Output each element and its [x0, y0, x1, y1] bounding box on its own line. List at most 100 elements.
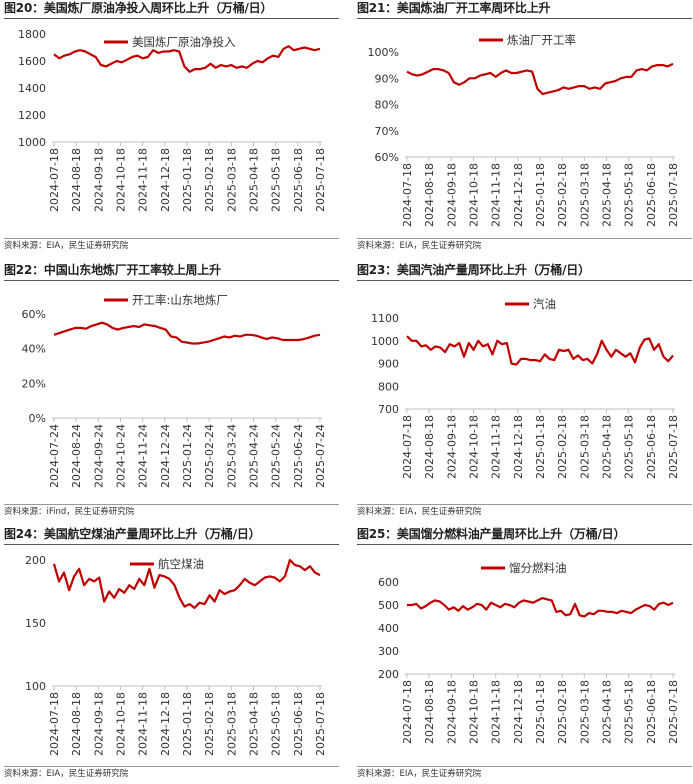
x-tick-label: 2025-07-18 — [667, 163, 680, 227]
x-tick-label: 2024-12-24 — [159, 424, 172, 488]
line-chart: 0% 20% 40% 60% 2024-07-24 2024-08-24 2024-09-2… — [22, 293, 327, 488]
x-tick-label: 2024-08-24 — [70, 424, 83, 488]
legend-label: 开工率:山东地炼厂 — [132, 293, 228, 307]
x-tick-label: 2025-06-18 — [645, 415, 658, 479]
x-tick-label: 2024-10-18 — [468, 415, 481, 479]
x-tick-label: 2025-01-18 — [181, 692, 194, 756]
x-tick-label: 2024-10-18 — [115, 692, 128, 756]
x-tick-label: 2024-11-18 — [490, 163, 503, 227]
x-tick-label: 2024-09-24 — [92, 424, 105, 488]
x-tick-label: 2025-06-18 — [292, 148, 305, 212]
y-tick-label: 500 — [378, 599, 399, 612]
x-tick-label: 2024-12-18 — [159, 692, 172, 756]
chart-title: 图21：美国炼油厂开工率周环比上升 — [357, 0, 692, 19]
chart-title: 图22：中国山东地炼厂开工率较上周上升 — [4, 262, 339, 281]
y-tick-label: 600 — [378, 576, 399, 589]
x-tick-label: 2025-01-18 — [534, 415, 547, 479]
x-tick-label: 2024-09-18 — [445, 415, 458, 479]
legend-label: 炼油厂开工率 — [507, 33, 576, 47]
x-tick-label: 2024-10-18 — [115, 148, 128, 212]
y-tick-label: 400 — [378, 622, 399, 635]
x-tick-label: 2025-01-18 — [534, 163, 547, 227]
y-tick-label: 200 — [25, 554, 46, 567]
chart-panel-crude-input: 图20：美国炼厂原油净投入周环比上升（万桶/日） 1000 1200 1400 160… — [4, 0, 341, 262]
y-tick-label: 150 — [25, 617, 46, 630]
y-tick-label: 1200 — [18, 109, 46, 122]
x-tick-label: 2025-02-18 — [203, 692, 216, 756]
x-tick-label: 2025-02-18 — [556, 163, 569, 227]
x-tick-label: 2024-09-18 — [445, 680, 458, 744]
x-tick-label: 2024-08-18 — [70, 692, 83, 756]
series-line — [52, 558, 321, 610]
line-chart: 60% 70% 80% 90% 100% 2024-07-18 2024-08-18 2024… — [368, 33, 680, 227]
x-tick-label: 2024-12-18 — [159, 148, 172, 212]
x-tick-label: 2024-07-18 — [401, 680, 414, 744]
y-tick-label: 1400 — [18, 82, 46, 95]
y-tick-label: 90% — [375, 72, 399, 85]
x-tick-label: 2025-01-18 — [534, 680, 547, 744]
y-tick-label: 800 — [378, 380, 399, 393]
y-tick-label: 100 — [25, 680, 46, 693]
line-chart: 200 300 400 500 600 2024-07-18 2024-08-18 2024-… — [378, 561, 680, 744]
chart-panel-jet-fuel: 图24：美国航空煤油产量周环比上升（万桶/日） 100 150 200 2024-07… — [4, 526, 341, 784]
legend-label: 航空煤油 — [158, 557, 204, 571]
x-tick-label: 2025-02-18 — [203, 148, 216, 212]
x-tick-label: 2024-07-18 — [48, 692, 61, 756]
y-tick-label: 1000 — [371, 335, 399, 348]
x-tick-label: 2025-06-18 — [645, 163, 658, 227]
chart-title: 图20：美国炼厂原油净投入周环比上升（万桶/日） — [4, 0, 339, 19]
y-tick-label: 60% — [22, 308, 46, 321]
y-tick-label: 1100 — [371, 312, 399, 325]
y-tick-label: 60% — [375, 151, 399, 164]
x-tick-label: 2025-01-24 — [181, 424, 194, 488]
y-tick-label: 1800 — [18, 28, 46, 41]
x-tick-label: 2025-03-18 — [225, 692, 238, 756]
x-tick-label: 2025-05-18 — [623, 163, 636, 227]
x-tick-label: 2024-12-18 — [512, 163, 525, 227]
chart-title: 图24：美国航空煤油产量周环比上升（万桶/日） — [4, 526, 339, 545]
y-tick-label: 40% — [22, 343, 46, 356]
x-tick-label: 2025-07-18 — [314, 148, 327, 212]
line-chart: 100 150 200 2024-07-18 2024-08-18 2024-09-18 2… — [25, 554, 327, 756]
y-tick-label: 100% — [368, 46, 399, 59]
x-tick-label: 2025-06-24 — [292, 424, 305, 488]
x-tick-label: 2025-05-18 — [623, 415, 636, 479]
chart-panel-refinery-utilization: 图21：美国炼油厂开工率周环比上升 60% 70% 80% 90% 100% 2024-0… — [357, 0, 693, 262]
source-note: 资料来源：EIA，民生证券研究院 — [357, 238, 692, 253]
x-tick-label: 2024-07-18 — [401, 163, 414, 227]
x-tick-label: 2025-03-18 — [578, 163, 591, 227]
y-tick-label: 1600 — [18, 55, 46, 68]
x-tick-label: 2024-07-18 — [48, 148, 61, 212]
y-tick-label: 200 — [378, 668, 399, 681]
chart-panel-distillate: 图25：美国馏分燃料油产量周环比上升（万桶/日） 200 300 400 500 600… — [357, 526, 693, 784]
x-tick-label: 2025-02-24 — [203, 424, 216, 488]
x-tick-label: 2025-02-18 — [556, 415, 569, 479]
y-tick-label: 700 — [378, 403, 399, 416]
chart-panel-gasoline: 图23：美国汽油产量周环比上升（万桶/日） 700 800 900 1000 1100 2… — [357, 262, 693, 524]
x-tick-label: 2024-07-24 — [48, 424, 61, 488]
series-line — [53, 321, 321, 345]
source-note: 资料来源：EIA，民生证券研究院 — [4, 238, 339, 253]
x-tick-label: 2025-05-18 — [270, 148, 283, 212]
x-tick-label: 2025-04-18 — [248, 148, 261, 212]
chart-panel-shandong-utilization: 图22：中国山东地炼厂开工率较上周上升 0% 20% 40% 60% 2024-07-2… — [4, 262, 341, 524]
x-tick-label: 2025-05-24 — [270, 424, 283, 488]
x-tick-label: 2025-05-18 — [623, 680, 636, 744]
x-tick-label: 2024-09-18 — [92, 692, 105, 756]
source-note: 资料来源：EIA，民生证券研究院 — [357, 766, 692, 781]
x-tick-label: 2024-07-18 — [401, 415, 414, 479]
chart-title: 图23：美国汽油产量周环比上升（万桶/日） — [357, 262, 692, 281]
x-tick-label: 2024-08-18 — [423, 163, 436, 227]
series-line — [407, 596, 674, 618]
x-tick-label: 2024-09-18 — [445, 163, 458, 227]
x-tick-label: 2024-11-18 — [137, 692, 150, 756]
y-tick-label: 1000 — [18, 136, 46, 149]
series-line — [53, 45, 321, 73]
x-tick-label: 2024-12-18 — [512, 680, 525, 744]
y-tick-label: 900 — [378, 358, 399, 371]
x-tick-label: 2024-11-18 — [490, 415, 503, 479]
x-tick-label: 2025-01-18 — [181, 148, 194, 212]
x-tick-label: 2024-09-18 — [92, 148, 105, 212]
x-tick-label: 2025-07-18 — [314, 692, 327, 756]
x-tick-label: 2024-11-18 — [490, 680, 503, 744]
